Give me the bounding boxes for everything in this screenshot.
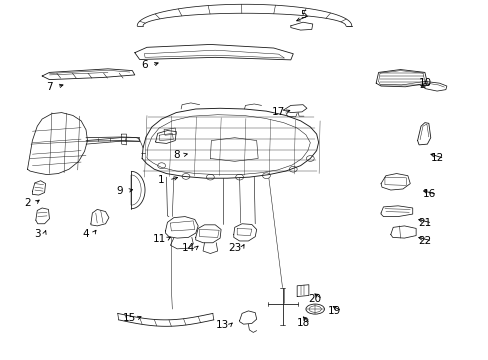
Text: 23: 23 (228, 243, 241, 253)
Text: 11: 11 (152, 234, 165, 244)
Text: 5: 5 (299, 10, 305, 20)
Text: 12: 12 (429, 153, 443, 163)
Text: 10: 10 (418, 78, 430, 88)
Text: 19: 19 (327, 306, 341, 316)
Text: 15: 15 (123, 313, 136, 323)
Text: 1: 1 (158, 175, 164, 185)
Text: 4: 4 (82, 229, 89, 239)
Text: 6: 6 (141, 60, 147, 70)
Text: 21: 21 (417, 218, 430, 228)
Text: 20: 20 (308, 294, 321, 304)
Text: 13: 13 (216, 320, 229, 330)
Text: 3: 3 (34, 229, 41, 239)
Text: 7: 7 (46, 82, 53, 92)
Text: 18: 18 (296, 319, 309, 328)
Text: 8: 8 (173, 150, 179, 160)
Text: 22: 22 (417, 236, 430, 246)
Text: 17: 17 (271, 107, 285, 117)
Text: 16: 16 (422, 189, 435, 199)
Text: 9: 9 (117, 186, 123, 196)
Text: 2: 2 (24, 198, 31, 208)
Text: 14: 14 (182, 243, 195, 253)
